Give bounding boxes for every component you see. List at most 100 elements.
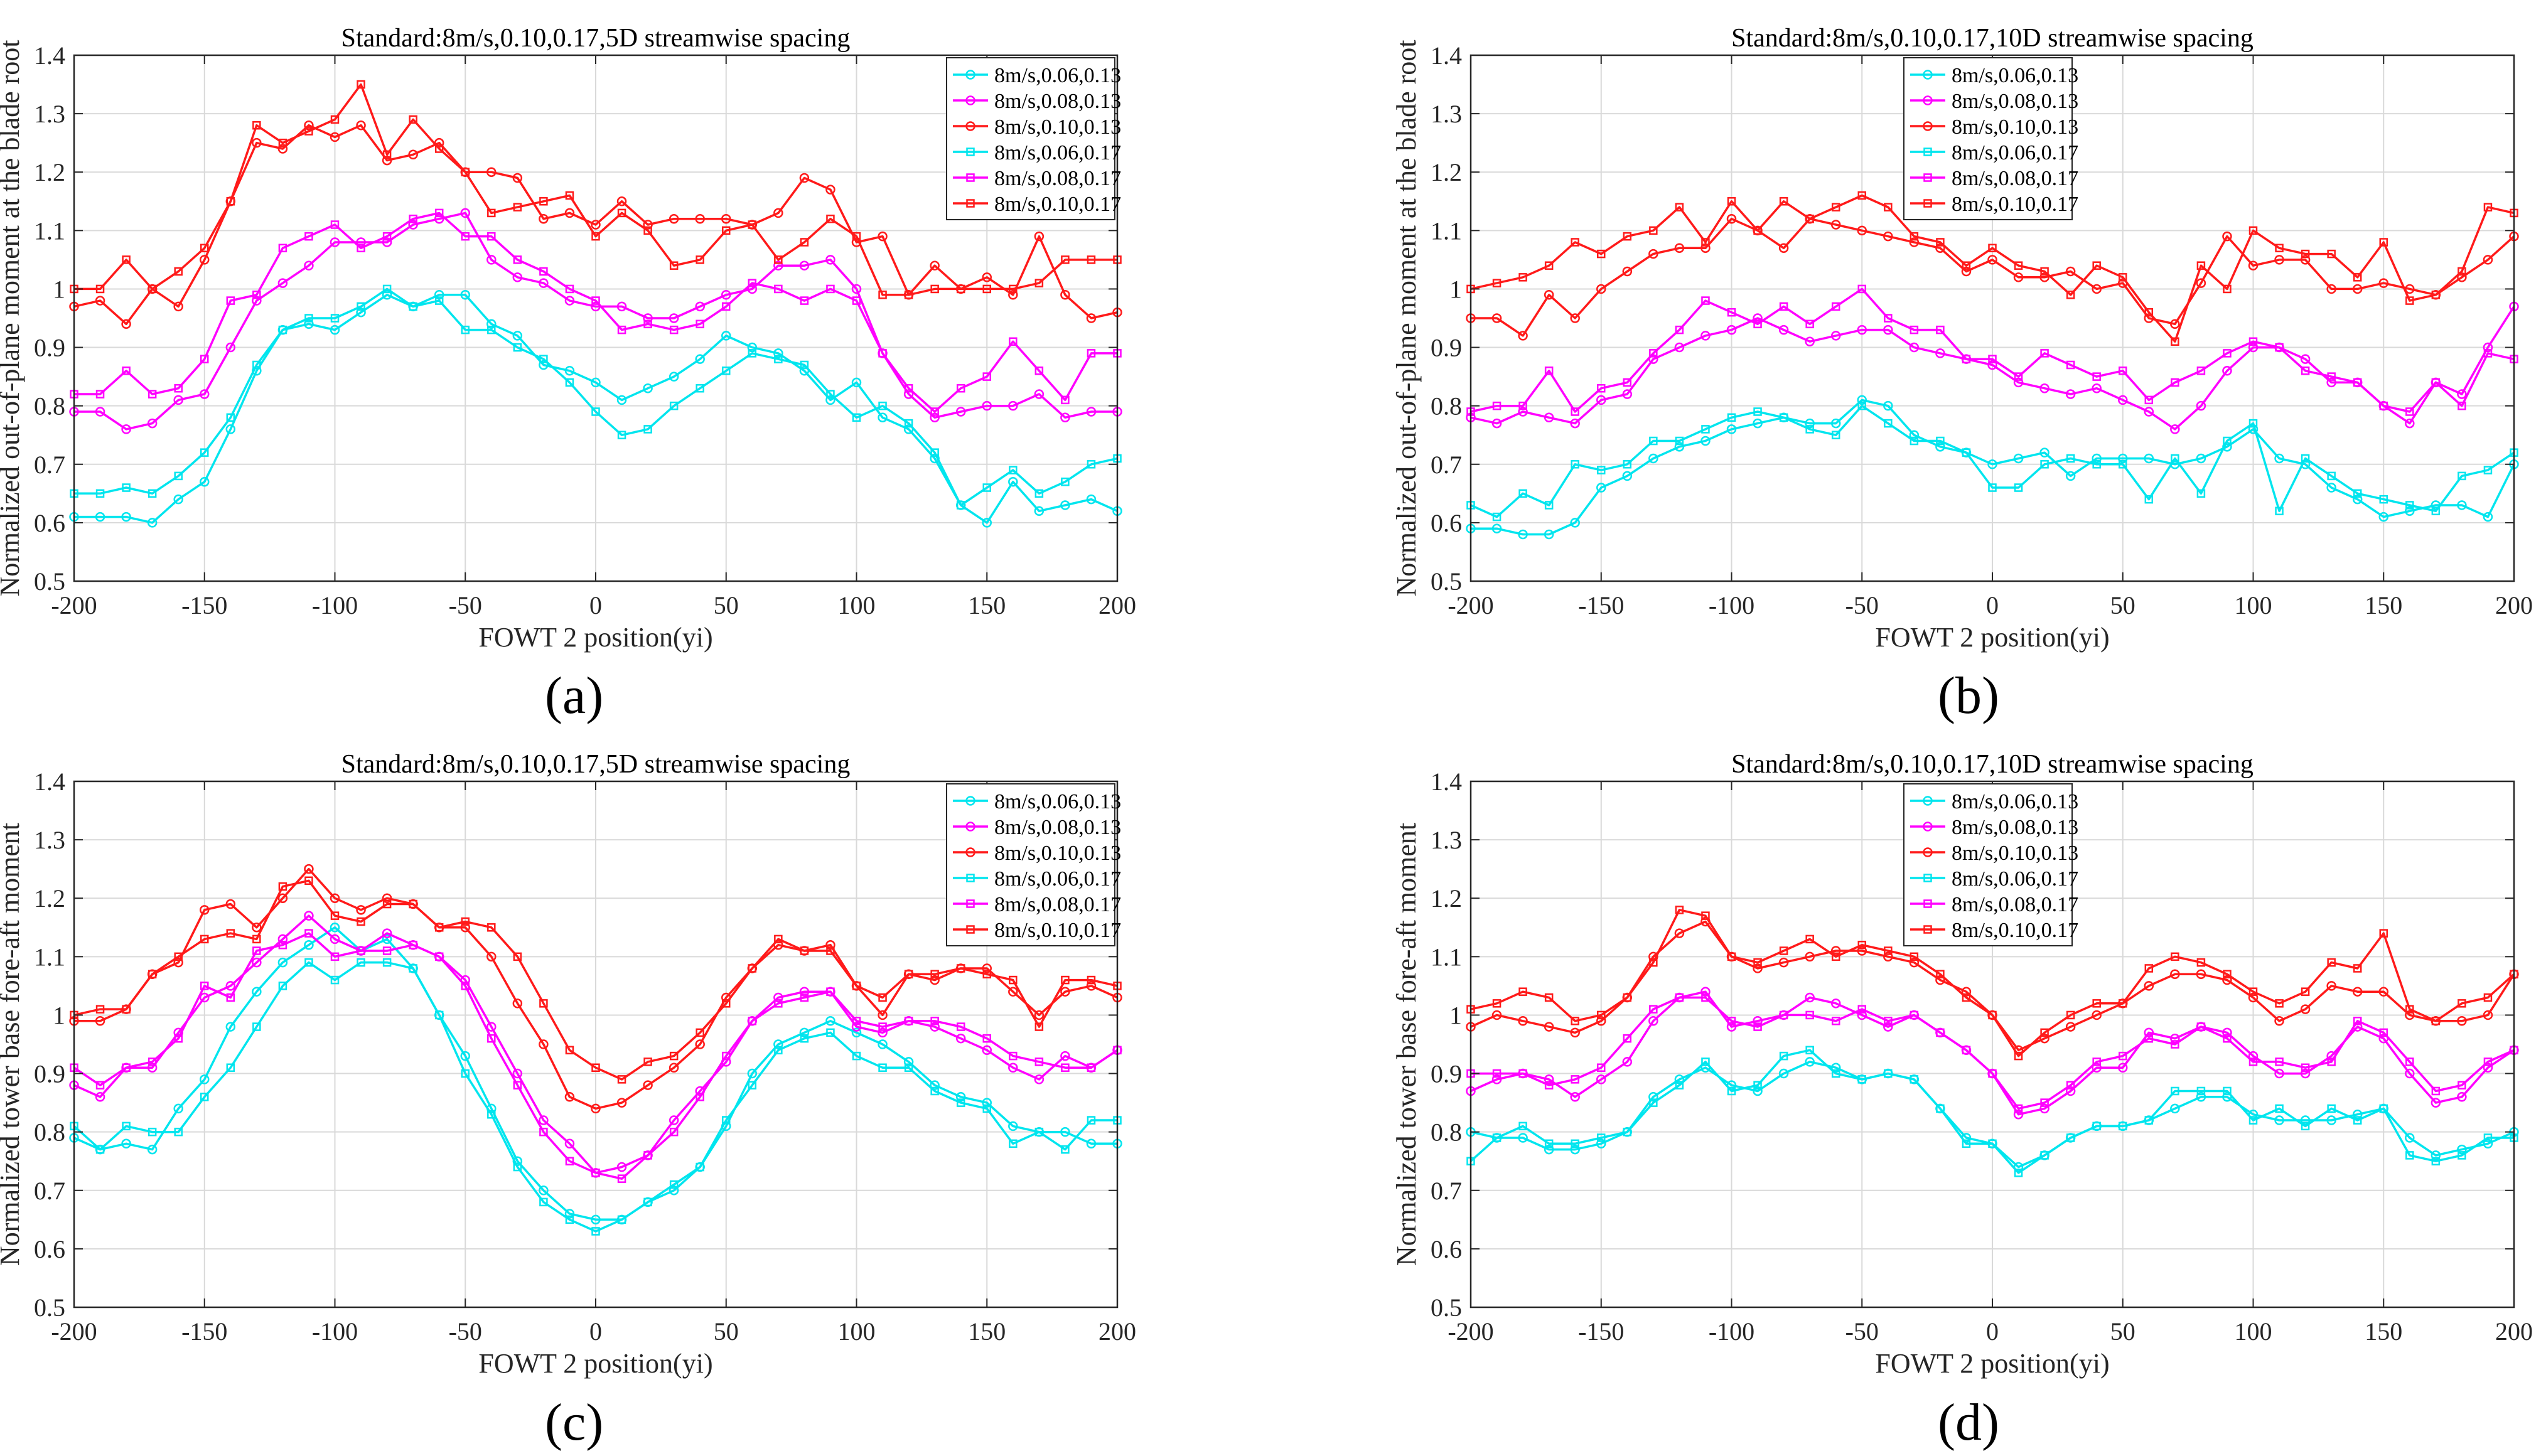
chart4.data-point [1701, 1057, 1710, 1066]
chart4.data-point [1492, 999, 1502, 1008]
chart3.data-point [330, 923, 340, 933]
chart3.data-point [356, 905, 366, 915]
chart4.data-point [2327, 1104, 2336, 1113]
chart4.legend-label: 8m/s,0.06,0.17 [1952, 867, 2078, 891]
chart4.data-point [1805, 1010, 1814, 1020]
chart1.data-point [825, 185, 835, 195]
chart3.data-point [826, 946, 835, 955]
chart4.x-tick-label: 200 [2495, 1317, 2533, 1346]
chart3.data-point [226, 993, 235, 1002]
chart4.data-point [2144, 1116, 2154, 1125]
chart3.data-point [982, 963, 992, 973]
chart3.data-point [1087, 1116, 1096, 1125]
chart4.data-point [2275, 1104, 2284, 1113]
chart2.data-point [2275, 506, 2284, 516]
chart2.data-point [1544, 367, 1554, 375]
chart1.data-point [904, 291, 913, 299]
chart1.data-point [564, 366, 575, 376]
chart3.data-point [174, 1127, 183, 1137]
chart3.data-point [200, 982, 209, 990]
chart3.data-point [930, 1086, 939, 1096]
chart3.data-point [669, 1115, 679, 1125]
chart3.x-axis-label: FOWT 2 position(yi) [478, 1348, 712, 1379]
chart1.data-point [982, 518, 992, 528]
chart2.data-point [1779, 197, 1788, 206]
chart3.data-point [617, 1215, 626, 1224]
chart3.data-point [278, 940, 287, 950]
chart2.data-point [1753, 418, 1763, 429]
chart3.data-point [1061, 1063, 1070, 1072]
chart3.data-point [174, 1034, 183, 1043]
chart4.data-point [2431, 1017, 2441, 1025]
chart2.data-point [2065, 389, 2076, 399]
chart2.data-point [2483, 342, 2493, 353]
chart2.data-point [1727, 197, 1736, 206]
chart2.data-point [2144, 495, 2154, 504]
chart1.y-tick-label: 1 [53, 275, 65, 303]
chart3.data-point [304, 911, 314, 921]
chart2.x-tick-label: 0 [1986, 591, 1999, 619]
chart1.data-point [774, 355, 783, 363]
chart3.data-point [904, 1017, 913, 1025]
chart2.data-point [2275, 244, 2284, 253]
chart1.data-point [173, 301, 183, 312]
chart4.data-point [2014, 1104, 2023, 1113]
chart1.data-point [252, 296, 262, 306]
chart4.data-point [1544, 993, 1554, 1002]
chart1.data-point [1086, 313, 1097, 323]
chart1.data-point [1061, 477, 1070, 486]
chart3.data-point [643, 1080, 653, 1090]
chart2.data-point [2196, 367, 2206, 375]
chart4.series-line [1469, 1049, 2514, 1174]
chart1.data-point [486, 167, 497, 177]
chart1.data-point [617, 208, 626, 218]
chart2.data-point [1544, 290, 1554, 300]
chart1.data-point [487, 325, 496, 335]
chart1.data-point [539, 267, 548, 276]
chart2.data-point [1726, 213, 1737, 224]
chart3.data-point [461, 982, 470, 990]
chart3.data-point [304, 864, 314, 874]
chart4.data-point [1570, 1092, 1580, 1102]
chart2.data-point [2326, 284, 2336, 294]
chart1.data-point [278, 244, 287, 253]
chart4.data-point [2196, 1092, 2206, 1102]
chart2.data-point [2171, 454, 2179, 463]
chart1.data-point [825, 255, 835, 265]
chart1.data-point [174, 267, 183, 276]
chart3.data-point [696, 1028, 704, 1037]
chart1.data-point [304, 120, 314, 131]
chart3.data-point [826, 1028, 835, 1037]
chart1.data-point [773, 208, 783, 218]
chart3.title: Standard:8m/s,0.10,0.17,5D streamwise sp… [341, 750, 851, 779]
chart2.data-point [1857, 284, 1866, 294]
chart2.data-point [2119, 273, 2127, 282]
chart3.series-line [73, 961, 1117, 1233]
chart1.data-point [1060, 290, 1070, 300]
chart3.data-point [1060, 987, 1070, 997]
chart4.data-point [2248, 1057, 2258, 1066]
chart2.data-point [2248, 260, 2259, 270]
chart3.data-point [695, 1039, 705, 1049]
chart1.data-point [1087, 255, 1096, 264]
chart4.data-point [2483, 1057, 2493, 1066]
chart4.data-point [2274, 1016, 2284, 1026]
chart3.legend-marker [966, 925, 975, 934]
chart2.data-point [2144, 453, 2154, 464]
chart4.data-point [1936, 970, 1945, 979]
chart3.data-point [851, 1022, 862, 1032]
chart2.data-point [2457, 500, 2467, 510]
chart2.data-point [1492, 512, 1502, 522]
chart1.data-point [878, 349, 887, 358]
chart4.data-point [2483, 993, 2493, 1002]
chart3.data-point [539, 1127, 548, 1137]
chart1.data-point [721, 331, 731, 341]
chart1.series-line [74, 294, 1118, 524]
chart1.data-point [774, 284, 783, 294]
chart3.data-point [564, 1138, 575, 1149]
chart2.data-point [2223, 436, 2232, 446]
chart3.data-point [1008, 1121, 1018, 1132]
chart1.data-point [1034, 231, 1045, 242]
chart4.data-point [1831, 952, 1840, 961]
chart1.data-point [513, 343, 522, 352]
